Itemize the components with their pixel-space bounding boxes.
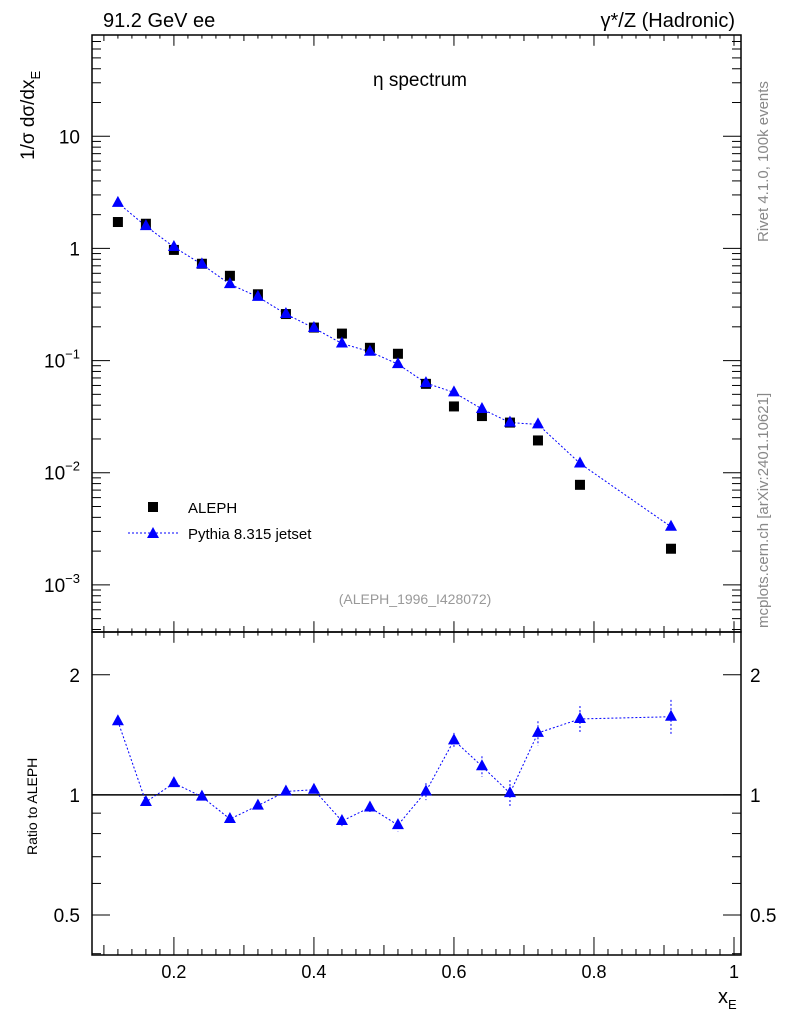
- pythia-point: [363, 344, 376, 356]
- pythia-point: [307, 321, 320, 333]
- axes: 0.2 0.4 0.6 0.8 1 10 1 10−1 10−2 10−3 0.5 0.5 1 1 2 2: [44, 34, 776, 982]
- pythia-point: [503, 415, 516, 427]
- plot-title: η spectrum: [373, 70, 467, 91]
- analysis-id: (ALEPH_1996_I428072): [339, 591, 492, 607]
- x-tick-label: 0.4: [301, 962, 326, 982]
- mcplots-label: mcplots.cern.ch [arXiv:2401.10621]: [755, 393, 772, 628]
- pythia-point: [475, 402, 488, 414]
- aleph-point: [392, 348, 403, 359]
- svg-text:1/σ dσ/dxE: 1/σ dσ/dxE: [18, 71, 43, 161]
- ratio-point: [363, 800, 376, 812]
- x-label-sub: E: [728, 997, 737, 1012]
- pythia-point: [447, 385, 460, 397]
- ratio-point: [419, 784, 432, 796]
- process-label: γ*/Z (Hadronic): [601, 10, 735, 32]
- x-tick-label: 0.8: [581, 962, 606, 982]
- x-tick-label: 1: [729, 962, 739, 982]
- ratio-point: [195, 789, 208, 801]
- ratio-point: [664, 709, 677, 721]
- ratio-point: [391, 818, 404, 830]
- ratio-point: [503, 786, 516, 798]
- pythia-point: [419, 376, 432, 388]
- ratio-y-tick-label-right: 1: [750, 786, 761, 807]
- aleph-point: [476, 411, 487, 422]
- legend-pythia-label: Pythia 8.315 jetset: [188, 526, 312, 543]
- pythia-point: [139, 219, 152, 231]
- main-y-axis-label: 1/σ dσ/dxE: [18, 71, 43, 161]
- ratio-point: [475, 759, 488, 771]
- pythia-point: [251, 289, 264, 301]
- ratio-y-tick-label-left: 0.5: [54, 906, 80, 927]
- ratio-point: [573, 711, 586, 723]
- pythia-point: [167, 239, 180, 251]
- legend-aleph-label: ALEPH: [188, 500, 237, 517]
- ratio-frame: [91, 631, 742, 956]
- aleph-point: [448, 401, 459, 412]
- ratio-point: [279, 784, 292, 796]
- legend-aleph-marker: [148, 502, 158, 512]
- ratio-y-tick-label-right: 2: [750, 666, 761, 687]
- main-y-tick-label: 1: [69, 239, 80, 260]
- ratio-point: [251, 798, 264, 810]
- x-axis-label: xE: [718, 986, 737, 1012]
- pythia-point: [195, 257, 208, 269]
- main-y-tick-label: 10−1: [44, 347, 80, 373]
- aleph-point: [665, 543, 676, 554]
- main-y-tick-label: 10: [59, 127, 80, 148]
- main-y-tick-label: 10−2: [44, 459, 80, 485]
- ratio-point: [447, 733, 460, 745]
- ratio-y-axis-label: Ratio to ALEPH: [24, 758, 40, 855]
- ratio-y-tick-label-left: 2: [69, 666, 80, 687]
- x-label-text: x: [718, 986, 728, 1008]
- aleph-point: [112, 217, 123, 228]
- pythia-point: [573, 456, 586, 468]
- ratio-point: [531, 725, 544, 737]
- x-tick-label: 0.6: [441, 962, 466, 982]
- pythia-point: [391, 357, 404, 369]
- pythia-point: [664, 519, 677, 531]
- ratio-point: [111, 714, 124, 726]
- pythia-point: [531, 417, 544, 429]
- main-y-label-sub: E: [28, 71, 43, 80]
- legend-pythia-marker: [147, 527, 159, 538]
- ratio-y-tick-label-left: 1: [69, 786, 80, 807]
- ratio-point: [167, 776, 180, 788]
- x-tick-label: 0.2: [161, 962, 186, 982]
- aleph-point: [224, 270, 235, 281]
- rivet-label: Rivet 4.1.0, 100k events: [755, 81, 772, 242]
- ratio-point: [223, 812, 236, 824]
- ratio-line: [117, 716, 672, 826]
- main-y-label-text: 1/σ dσ/dx: [18, 79, 39, 160]
- pythia-point: [279, 307, 292, 319]
- pythia-point: [335, 336, 348, 348]
- ratio-point: [335, 814, 348, 826]
- energy-label: 91.2 GeV ee: [103, 10, 215, 32]
- aleph-point: [574, 479, 585, 490]
- aleph-point: [336, 328, 347, 339]
- ratio-point: [307, 782, 320, 794]
- marks: [111, 195, 677, 832]
- ratio-point: [139, 794, 152, 806]
- ratio-y-tick-label-right: 0.5: [750, 906, 776, 927]
- legend: ALEPH Pythia 8.315 jetset: [128, 500, 312, 543]
- pythia-point: [111, 195, 124, 207]
- aleph-point: [532, 435, 543, 446]
- pythia-point: [223, 277, 236, 289]
- main-y-tick-label: 10−3: [44, 571, 80, 597]
